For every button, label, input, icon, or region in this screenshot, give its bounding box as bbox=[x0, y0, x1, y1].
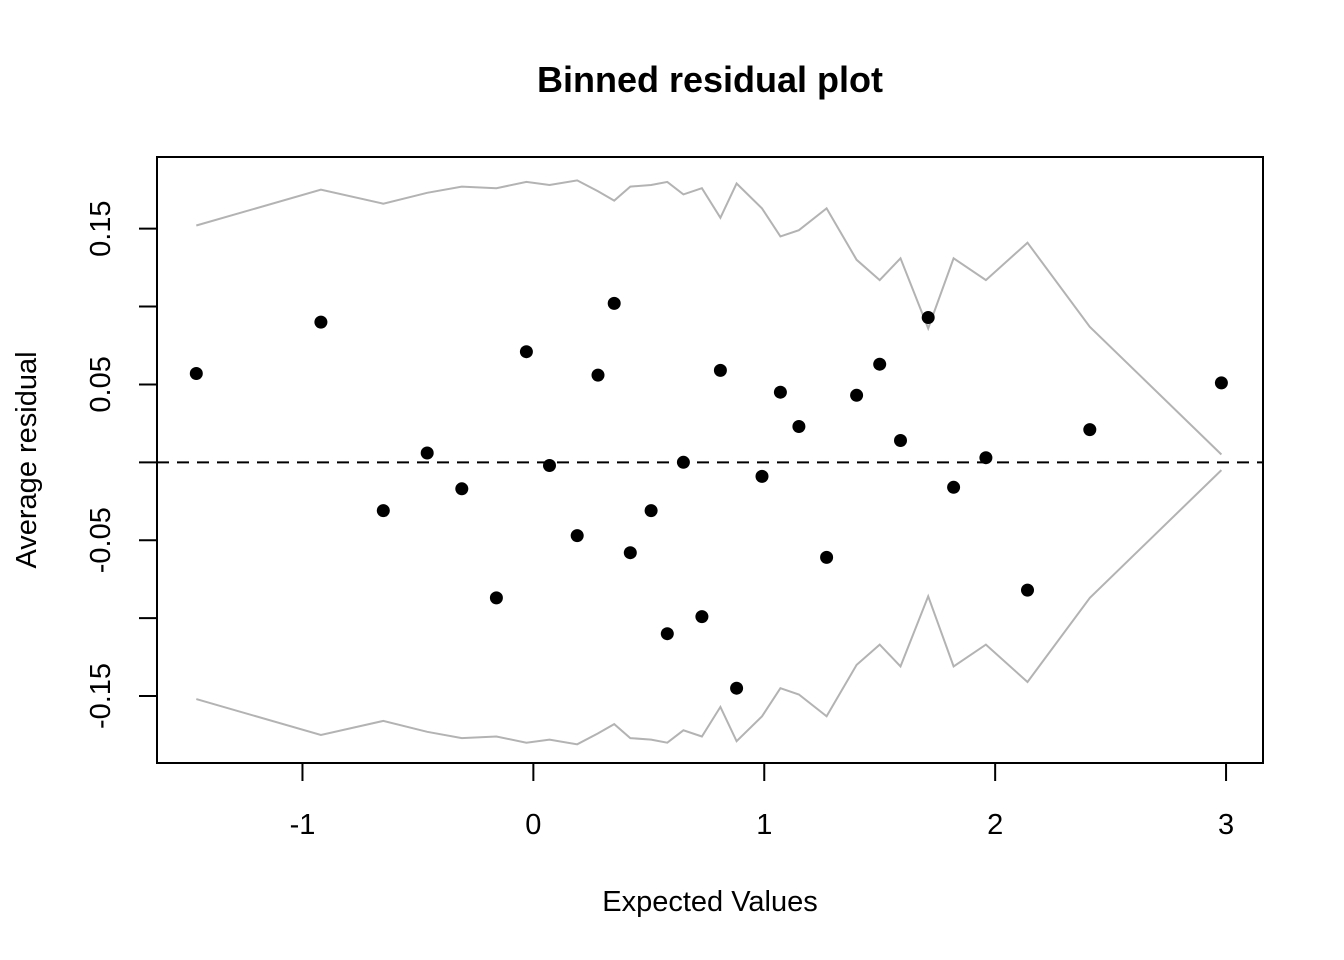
data-point bbox=[189, 367, 203, 380]
data-point bbox=[850, 388, 864, 402]
data-point bbox=[543, 459, 556, 472]
data-point bbox=[1021, 583, 1034, 597]
data-point bbox=[947, 480, 961, 494]
data-point bbox=[894, 434, 907, 447]
data-point bbox=[755, 469, 769, 483]
x-tick-label: 1 bbox=[756, 809, 772, 841]
data-point bbox=[713, 363, 727, 377]
data-point bbox=[1214, 376, 1228, 390]
chart-title: Binned residual plot bbox=[537, 59, 883, 100]
data-point bbox=[792, 420, 806, 433]
upper-band-line bbox=[196, 179, 1223, 456]
x-tick-label: -1 bbox=[290, 809, 316, 841]
data-point bbox=[570, 529, 584, 543]
data-point bbox=[591, 368, 605, 382]
data-point bbox=[420, 446, 434, 460]
data-point bbox=[623, 546, 637, 560]
data-point bbox=[607, 296, 621, 310]
x-tick-label: 0 bbox=[525, 809, 541, 841]
lower-band-line bbox=[196, 469, 1223, 746]
data-points bbox=[189, 296, 1228, 695]
data-point bbox=[376, 504, 390, 518]
data-point bbox=[730, 681, 744, 695]
y-tick-label: 0.05 bbox=[85, 356, 117, 412]
x-tick-label: 2 bbox=[987, 809, 1003, 841]
data-point bbox=[773, 385, 787, 399]
y-tick-label: -0.05 bbox=[85, 507, 117, 573]
data-point bbox=[519, 345, 533, 359]
data-point bbox=[676, 455, 690, 469]
x-axis: -1 0 1 2 3 bbox=[290, 762, 1234, 841]
y-axis: -0.15 -0.05 0.05 0.15 bbox=[85, 200, 158, 729]
data-point bbox=[455, 482, 469, 496]
y-tick-label: 0.15 bbox=[85, 200, 117, 256]
data-point bbox=[873, 357, 887, 371]
x-axis-label: Expected Values bbox=[602, 886, 818, 918]
y-axis-label: Average residual bbox=[11, 351, 43, 568]
y-tick-label: -0.15 bbox=[85, 663, 117, 729]
data-point bbox=[979, 451, 993, 465]
data-point bbox=[644, 504, 658, 518]
confidence-bands bbox=[196, 179, 1223, 746]
data-point bbox=[921, 311, 935, 324]
x-tick-label: 3 bbox=[1218, 809, 1234, 841]
data-point bbox=[695, 610, 709, 624]
data-point bbox=[660, 627, 674, 641]
data-point bbox=[314, 315, 328, 329]
data-point bbox=[1083, 423, 1097, 437]
data-point bbox=[820, 550, 834, 564]
data-point bbox=[489, 591, 503, 605]
